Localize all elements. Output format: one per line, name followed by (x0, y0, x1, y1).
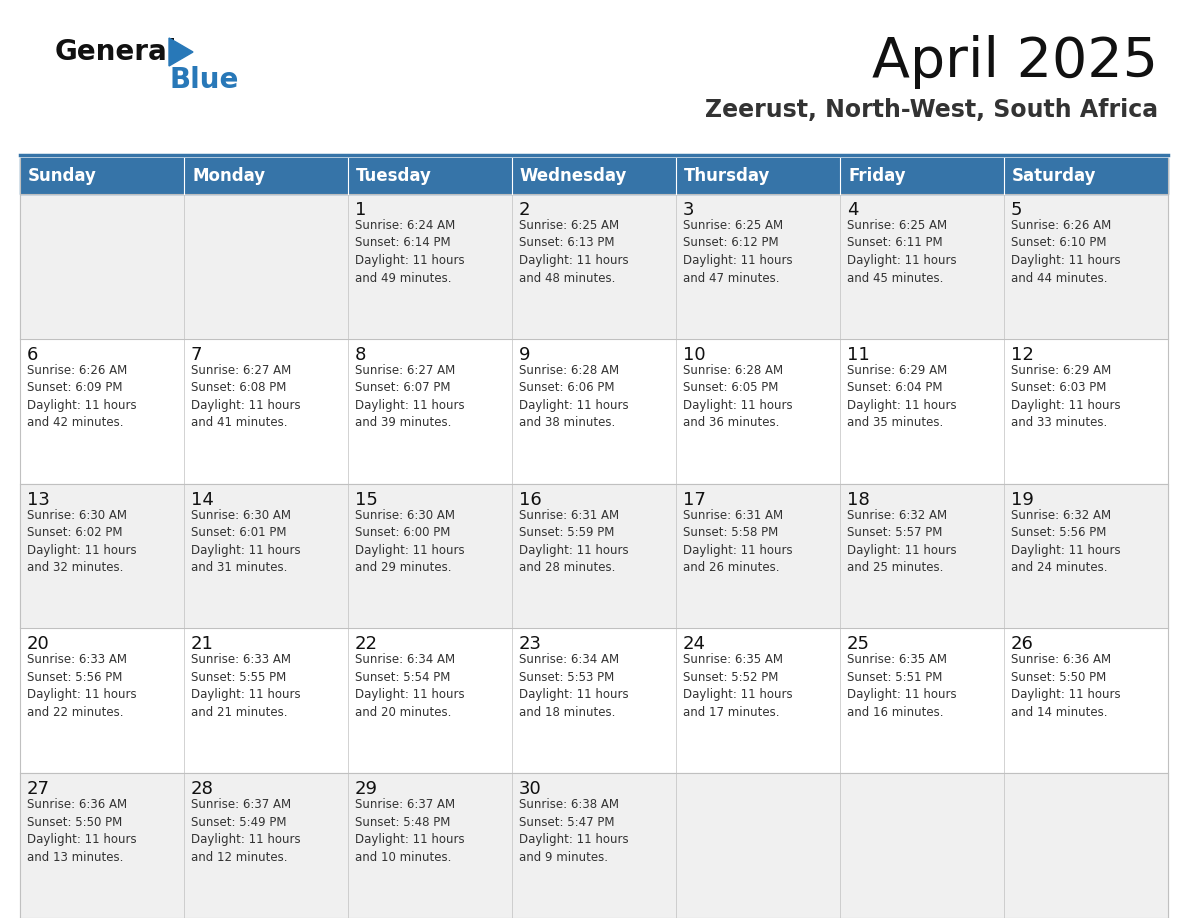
Text: 20: 20 (27, 635, 50, 654)
Text: 14: 14 (191, 490, 214, 509)
Bar (20, 773, 1168, 918)
Text: Sunrise: 6:37 AM
Sunset: 5:49 PM
Daylight: 11 hours
and 12 minutes.: Sunrise: 6:37 AM Sunset: 5:49 PM Dayligh… (191, 798, 301, 864)
Bar (20, 339, 1168, 484)
Text: Sunrise: 6:35 AM
Sunset: 5:52 PM
Daylight: 11 hours
and 17 minutes.: Sunrise: 6:35 AM Sunset: 5:52 PM Dayligh… (683, 654, 792, 719)
Text: 30: 30 (519, 780, 542, 798)
Text: April 2025: April 2025 (872, 35, 1158, 89)
Bar (676, 158, 840, 194)
Text: 15: 15 (355, 490, 378, 509)
Text: 29: 29 (355, 780, 378, 798)
Text: Monday: Monday (192, 167, 265, 185)
Text: Blue: Blue (169, 66, 239, 94)
Text: 25: 25 (847, 635, 870, 654)
Text: Sunrise: 6:36 AM
Sunset: 5:50 PM
Daylight: 11 hours
and 13 minutes.: Sunrise: 6:36 AM Sunset: 5:50 PM Dayligh… (27, 798, 137, 864)
Text: Sunrise: 6:30 AM
Sunset: 6:01 PM
Daylight: 11 hours
and 31 minutes.: Sunrise: 6:30 AM Sunset: 6:01 PM Dayligh… (191, 509, 301, 574)
Text: Sunrise: 6:35 AM
Sunset: 5:51 PM
Daylight: 11 hours
and 16 minutes.: Sunrise: 6:35 AM Sunset: 5:51 PM Dayligh… (847, 654, 956, 719)
Text: 1: 1 (355, 201, 366, 219)
Text: 22: 22 (355, 635, 378, 654)
Text: Sunrise: 6:34 AM
Sunset: 5:54 PM
Daylight: 11 hours
and 20 minutes.: Sunrise: 6:34 AM Sunset: 5:54 PM Dayligh… (355, 654, 465, 719)
Text: Sunrise: 6:25 AM
Sunset: 6:13 PM
Daylight: 11 hours
and 48 minutes.: Sunrise: 6:25 AM Sunset: 6:13 PM Dayligh… (519, 219, 628, 285)
Text: Sunrise: 6:29 AM
Sunset: 6:03 PM
Daylight: 11 hours
and 33 minutes.: Sunrise: 6:29 AM Sunset: 6:03 PM Dayligh… (1011, 364, 1120, 430)
Text: 17: 17 (683, 490, 706, 509)
Text: General: General (55, 38, 177, 66)
Text: Sunrise: 6:27 AM
Sunset: 6:08 PM
Daylight: 11 hours
and 41 minutes.: Sunrise: 6:27 AM Sunset: 6:08 PM Dayligh… (191, 364, 301, 430)
Text: Sunrise: 6:25 AM
Sunset: 6:12 PM
Daylight: 11 hours
and 47 minutes.: Sunrise: 6:25 AM Sunset: 6:12 PM Dayligh… (683, 219, 792, 285)
Text: Sunrise: 6:26 AM
Sunset: 6:10 PM
Daylight: 11 hours
and 44 minutes.: Sunrise: 6:26 AM Sunset: 6:10 PM Dayligh… (1011, 219, 1120, 285)
Text: Sunrise: 6:25 AM
Sunset: 6:11 PM
Daylight: 11 hours
and 45 minutes.: Sunrise: 6:25 AM Sunset: 6:11 PM Dayligh… (847, 219, 956, 285)
Text: Sunrise: 6:27 AM
Sunset: 6:07 PM
Daylight: 11 hours
and 39 minutes.: Sunrise: 6:27 AM Sunset: 6:07 PM Dayligh… (355, 364, 465, 430)
Text: 26: 26 (1011, 635, 1034, 654)
Bar (512, 158, 676, 194)
Text: 27: 27 (27, 780, 50, 798)
Text: 8: 8 (355, 346, 366, 364)
Text: Sunrise: 6:24 AM
Sunset: 6:14 PM
Daylight: 11 hours
and 49 minutes.: Sunrise: 6:24 AM Sunset: 6:14 PM Dayligh… (355, 219, 465, 285)
Text: Sunrise: 6:30 AM
Sunset: 6:00 PM
Daylight: 11 hours
and 29 minutes.: Sunrise: 6:30 AM Sunset: 6:00 PM Dayligh… (355, 509, 465, 574)
Bar (348, 158, 512, 194)
Text: Sunrise: 6:29 AM
Sunset: 6:04 PM
Daylight: 11 hours
and 35 minutes.: Sunrise: 6:29 AM Sunset: 6:04 PM Dayligh… (847, 364, 956, 430)
Text: Sunrise: 6:38 AM
Sunset: 5:47 PM
Daylight: 11 hours
and 9 minutes.: Sunrise: 6:38 AM Sunset: 5:47 PM Dayligh… (519, 798, 628, 864)
Bar (20, 629, 1168, 773)
Text: Sunrise: 6:34 AM
Sunset: 5:53 PM
Daylight: 11 hours
and 18 minutes.: Sunrise: 6:34 AM Sunset: 5:53 PM Dayligh… (519, 654, 628, 719)
Bar (184, 158, 348, 194)
Text: 2: 2 (519, 201, 531, 219)
Text: Zeerust, North-West, South Africa: Zeerust, North-West, South Africa (704, 98, 1158, 122)
Text: 23: 23 (519, 635, 542, 654)
Text: 6: 6 (27, 346, 38, 364)
Text: Saturday: Saturday (1012, 167, 1097, 185)
Text: Sunrise: 6:33 AM
Sunset: 5:56 PM
Daylight: 11 hours
and 22 minutes.: Sunrise: 6:33 AM Sunset: 5:56 PM Dayligh… (27, 654, 137, 719)
Text: Wednesday: Wednesday (520, 167, 627, 185)
Text: 11: 11 (847, 346, 870, 364)
Text: 3: 3 (683, 201, 695, 219)
Text: Sunrise: 6:32 AM
Sunset: 5:57 PM
Daylight: 11 hours
and 25 minutes.: Sunrise: 6:32 AM Sunset: 5:57 PM Dayligh… (847, 509, 956, 574)
Text: 16: 16 (519, 490, 542, 509)
Text: 4: 4 (847, 201, 859, 219)
Text: Friday: Friday (848, 167, 905, 185)
Polygon shape (169, 38, 192, 66)
Text: Sunrise: 6:32 AM
Sunset: 5:56 PM
Daylight: 11 hours
and 24 minutes.: Sunrise: 6:32 AM Sunset: 5:56 PM Dayligh… (1011, 509, 1120, 574)
Text: 13: 13 (27, 490, 50, 509)
Text: 19: 19 (1011, 490, 1034, 509)
Bar (1004, 158, 1168, 194)
Text: 9: 9 (519, 346, 531, 364)
Text: 24: 24 (683, 635, 706, 654)
Bar (840, 158, 1004, 194)
Text: 18: 18 (847, 490, 870, 509)
Text: Sunrise: 6:31 AM
Sunset: 5:58 PM
Daylight: 11 hours
and 26 minutes.: Sunrise: 6:31 AM Sunset: 5:58 PM Dayligh… (683, 509, 792, 574)
Bar (20, 484, 1168, 629)
Text: Sunrise: 6:28 AM
Sunset: 6:05 PM
Daylight: 11 hours
and 36 minutes.: Sunrise: 6:28 AM Sunset: 6:05 PM Dayligh… (683, 364, 792, 430)
Text: Sunrise: 6:28 AM
Sunset: 6:06 PM
Daylight: 11 hours
and 38 minutes.: Sunrise: 6:28 AM Sunset: 6:06 PM Dayligh… (519, 364, 628, 430)
Text: 12: 12 (1011, 346, 1034, 364)
Text: 5: 5 (1011, 201, 1023, 219)
Text: 7: 7 (191, 346, 202, 364)
Text: Sunrise: 6:36 AM
Sunset: 5:50 PM
Daylight: 11 hours
and 14 minutes.: Sunrise: 6:36 AM Sunset: 5:50 PM Dayligh… (1011, 654, 1120, 719)
Text: 21: 21 (191, 635, 214, 654)
Bar (20, 158, 184, 194)
Bar (20, 194, 1168, 339)
Text: 28: 28 (191, 780, 214, 798)
Text: Sunrise: 6:31 AM
Sunset: 5:59 PM
Daylight: 11 hours
and 28 minutes.: Sunrise: 6:31 AM Sunset: 5:59 PM Dayligh… (519, 509, 628, 574)
Text: Tuesday: Tuesday (356, 167, 432, 185)
Text: Thursday: Thursday (684, 167, 770, 185)
Text: Sunrise: 6:26 AM
Sunset: 6:09 PM
Daylight: 11 hours
and 42 minutes.: Sunrise: 6:26 AM Sunset: 6:09 PM Dayligh… (27, 364, 137, 430)
Text: Sunrise: 6:33 AM
Sunset: 5:55 PM
Daylight: 11 hours
and 21 minutes.: Sunrise: 6:33 AM Sunset: 5:55 PM Dayligh… (191, 654, 301, 719)
Text: Sunrise: 6:37 AM
Sunset: 5:48 PM
Daylight: 11 hours
and 10 minutes.: Sunrise: 6:37 AM Sunset: 5:48 PM Dayligh… (355, 798, 465, 864)
Text: Sunday: Sunday (29, 167, 97, 185)
Text: 10: 10 (683, 346, 706, 364)
Text: Sunrise: 6:30 AM
Sunset: 6:02 PM
Daylight: 11 hours
and 32 minutes.: Sunrise: 6:30 AM Sunset: 6:02 PM Dayligh… (27, 509, 137, 574)
